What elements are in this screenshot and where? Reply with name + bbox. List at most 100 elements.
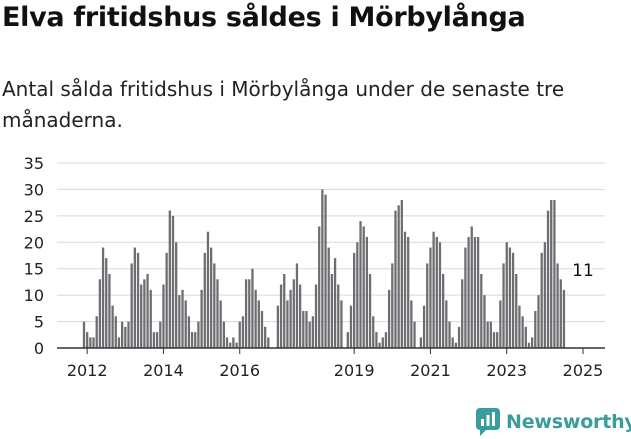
bar: [111, 305, 114, 348]
bar: [114, 316, 117, 348]
bar: [152, 332, 156, 348]
bar: [432, 231, 435, 348]
bar: [473, 237, 477, 348]
bar: [133, 247, 136, 348]
bar: [410, 300, 413, 348]
bar: [375, 332, 378, 348]
bar: [108, 274, 111, 348]
bar: [483, 295, 486, 348]
bar: [168, 210, 171, 348]
bar: [340, 300, 343, 348]
bar: [229, 342, 232, 348]
bar: [279, 284, 283, 348]
bar: [283, 274, 286, 348]
bar: [289, 289, 292, 348]
bar: [521, 316, 524, 348]
y-tick-label: 35: [24, 154, 44, 173]
bar: [464, 247, 467, 348]
brand-name: Newsworthy: [506, 411, 631, 433]
bar: [461, 279, 464, 348]
bar: [518, 305, 521, 348]
bar: [184, 300, 187, 348]
bar: [381, 337, 384, 348]
y-tick-label: 15: [24, 260, 44, 279]
bar: [92, 337, 95, 348]
bar: [206, 231, 210, 348]
bar: [149, 289, 152, 348]
bar: [98, 279, 102, 348]
bar: [292, 279, 295, 348]
highlight-value-label: 11: [572, 261, 594, 281]
bar: [480, 274, 483, 348]
bar: [308, 321, 311, 348]
y-tick-label: 5: [34, 313, 44, 332]
bar: [327, 247, 330, 348]
bar: [194, 332, 197, 348]
bar: [267, 337, 270, 348]
bar: [511, 252, 515, 348]
bar: [384, 332, 388, 348]
bar: [372, 316, 375, 348]
bar: [213, 263, 216, 348]
bar: [241, 316, 245, 348]
bar: [324, 194, 327, 348]
bar: [524, 326, 527, 348]
bar: [140, 284, 143, 348]
bar: [222, 321, 225, 348]
bar: [165, 252, 168, 348]
bar: [117, 337, 121, 348]
bar: [502, 263, 505, 348]
bar: [190, 332, 194, 348]
bar: [445, 300, 448, 348]
bar: [225, 337, 229, 348]
bar: [276, 305, 280, 348]
bar: [175, 242, 178, 348]
bar: [187, 316, 191, 348]
bar: [368, 274, 372, 348]
bar: [559, 279, 562, 348]
x-tick-label: 2019: [334, 361, 375, 380]
y-tick-label: 20: [24, 233, 44, 252]
bars: [82, 189, 566, 348]
bar: [305, 311, 308, 348]
bar: [476, 237, 480, 348]
bar: [356, 242, 359, 348]
bar: [492, 332, 496, 348]
bar: [89, 337, 92, 348]
bar: [178, 295, 181, 348]
y-tick-label: 0: [34, 339, 44, 358]
bar: [101, 247, 105, 348]
bar: [264, 326, 267, 348]
bar: [403, 231, 407, 348]
bar: [435, 237, 438, 348]
bar: [155, 332, 159, 348]
bar: [203, 252, 206, 348]
bar: [422, 305, 426, 348]
bar: [438, 242, 442, 348]
bar: [419, 337, 423, 348]
x-axis: 2012 2014 2016 2019 2021 2023 2025: [57, 347, 605, 380]
bar: [496, 332, 499, 348]
x-tick-label: 2012: [67, 361, 108, 380]
x-tick-label: 2021: [410, 361, 451, 380]
annotations: 11: [570, 259, 596, 283]
bar: [349, 305, 353, 348]
bar: [397, 205, 400, 348]
bar: [442, 274, 445, 348]
bar: [457, 326, 461, 348]
bar: [448, 321, 451, 348]
y-tick-label: 10: [24, 286, 44, 305]
bar: [311, 316, 314, 348]
bar: [378, 342, 381, 348]
bar: [238, 321, 241, 348]
bar: [333, 258, 337, 348]
bar: [454, 342, 458, 348]
bar: [286, 300, 289, 348]
bar: [162, 284, 165, 348]
y-axis: 0 5 10 15 20 25 30 35: [24, 154, 44, 358]
newsworthy-logo-icon: [476, 408, 500, 436]
bar: [232, 337, 235, 348]
bar: [181, 289, 184, 348]
bar: [499, 300, 502, 348]
